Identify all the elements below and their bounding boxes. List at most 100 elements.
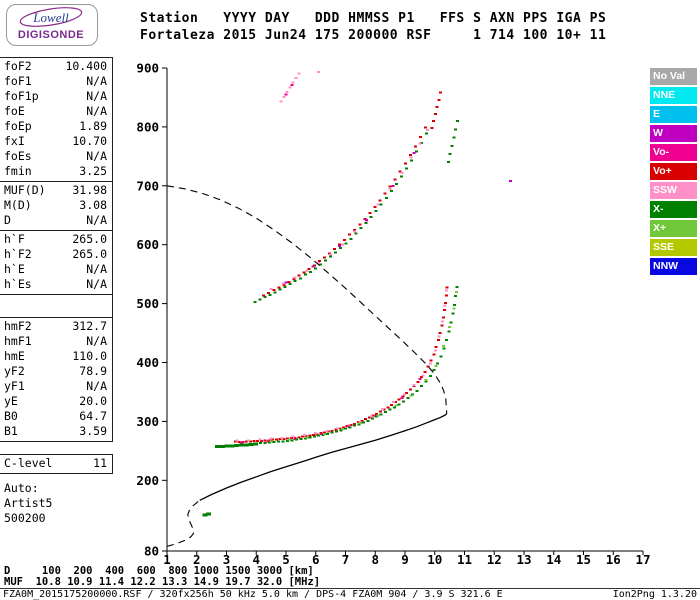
param-group-2: h`F 265.0 h`F2 265.0 h`E N/A h`Es N/A [0,231,112,295]
param-label: foEp [4,119,32,133]
y-tick-label-700: 700 [136,178,159,193]
c-level-box: C-level 11 [0,454,113,474]
x-tick-label-7: 7 [342,552,350,567]
y-tick-label-400: 400 [136,355,159,370]
legend-item-vo+: Vo+ [650,163,697,180]
x-tick-label-11: 11 [457,552,472,567]
y-tick-label-300: 300 [136,414,159,429]
param-value: 64.7 [79,409,107,423]
x-tick-label-17: 17 [635,552,650,567]
param-value: N/A [86,104,107,118]
x-tick-label-8: 8 [371,552,379,567]
param-group-1: MUF(D) 31.98 M(D) 3.08 D N/A [0,182,112,231]
echo-series-ftrace-x-light [269,290,458,443]
status-divider [0,588,700,589]
echo-series-stray-purple-dot [509,180,513,183]
x-tick-label-9: 9 [401,552,409,567]
param-group-0: foF2 10.400 foF1 N/A foF1p N/A foE N/A foEp 1.89 f… [0,58,112,182]
param-row-hf: h`F 265.0 [0,232,112,247]
echo-series-spreadf-pink-streak [279,71,321,103]
param-label: hmF2 [4,319,32,333]
param-row-he: h`E N/A [0,262,112,277]
logo-lowell-text: Lowell [32,10,69,25]
param-label: MUF(D) [4,183,46,197]
auto-line-2: 500200 [4,511,46,525]
x-tick-label-16: 16 [606,552,621,567]
echo-series-ftrace-x [259,286,459,445]
param-value: 1.89 [79,119,107,133]
param-value: N/A [86,262,107,276]
status-program-version: Ion2Png 1.3.20 [612,589,697,600]
param-label: M(D) [4,198,32,212]
param-value: 10.400 [65,59,107,73]
param-value: 11 [93,456,107,470]
param-value: 3.08 [79,198,107,212]
param-label: fmin [4,164,32,178]
param-label: foF2 [4,59,32,73]
velocity-legend: No Val NNE E W Vo- Vo+ SSW X- X+ SSE NNW [650,68,697,277]
param-label: yF1 [4,379,25,393]
param-label: h`F2 [4,247,32,261]
param-value: 10.70 [72,134,107,148]
param-row-fof1p: foF1p N/A [0,89,112,104]
param-row-yf2: yF2 78.9 [0,364,112,379]
param-value: 78.9 [79,364,107,378]
echo-series-top-green-right [446,120,459,164]
param-label: yE [4,394,18,408]
echo-series-ftrace-magenta [239,378,422,444]
bottomside-profile [199,413,448,501]
param-label: h`E [4,262,25,276]
param-label: hmE [4,349,25,363]
status-bar: FZA0M_2015175200000.RSF / 320fx256h 50 k… [3,590,697,600]
param-row-b0: B0 64.7 [0,409,112,424]
param-label: foF1p [4,89,39,103]
echo-series-ftrace-pink [235,289,449,442]
param-value: 3.59 [79,424,107,438]
param-row-hf2: h`F2 265.0 [0,247,112,262]
legend-item-x-: X- [650,201,697,218]
legend-item-nnw: NNW [650,258,697,275]
param-value: 312.7 [72,319,107,333]
param-value: 110.0 [72,349,107,363]
param-value: N/A [86,334,107,348]
logo-orbit-ellipse [19,7,83,27]
param-row-foe: foE N/A [0,104,112,119]
param-row-fmin: fmin 3.25 [0,164,112,179]
param-label: hmF1 [4,334,32,348]
y-tick-label-500: 500 [136,296,159,311]
y-tick-label-80: 80 [144,544,159,559]
param-row-d: D N/A [0,213,112,228]
legend-item-vo-: Vo- [650,144,697,161]
param-row-md: M(D) 3.08 [0,198,112,213]
param-row-foes: foEs N/A [0,149,112,164]
param-label: D [4,213,11,227]
parameter-groups: foF2 10.400 foF1 N/A foF1p N/A foE N/A foEp 1.89 f… [0,57,113,442]
param-row-b1: B1 3.59 [0,424,112,439]
auto-line-0: Auto: [4,481,39,495]
echo-series-top-red-cluster [430,91,443,130]
e-valley-model [166,499,201,547]
echo-series-ftrace-x-start [215,442,259,449]
param-row-hes: h`Es N/A [0,277,112,292]
param-value: N/A [86,213,107,227]
lowell-digisonde-logo: Lowell DIGISONDE [6,4,98,46]
param-value: N/A [86,277,107,291]
legend-item-ssw: SSW [650,182,697,199]
param-row-foep: foEp 1.89 [0,119,112,134]
param-row-ye: yE 20.0 [0,394,112,409]
legend-item-e: E [650,106,697,123]
x-tick-label-14: 14 [546,552,561,567]
x-tick-label-13: 13 [516,552,531,567]
param-label: yF2 [4,364,25,378]
muf-table: D 100 200 400 600 800 1000 1500 3000 [km… [4,566,320,588]
legend-item-noval: No Val [650,68,697,85]
legend-item-sse: SSE [650,239,697,256]
param-group-3: hmF2 312.7 hmF1 N/A hmE 110.0 yF2 78.9 yF1 N/A yE 2… [0,317,112,442]
echo-series-hop2-o [262,126,428,297]
topside-extrapolation [166,185,448,414]
x-tick-label-10: 10 [427,552,442,567]
auto-line-1: Artist5 [4,496,53,510]
echo-series-spreadf-magenta [284,84,294,96]
